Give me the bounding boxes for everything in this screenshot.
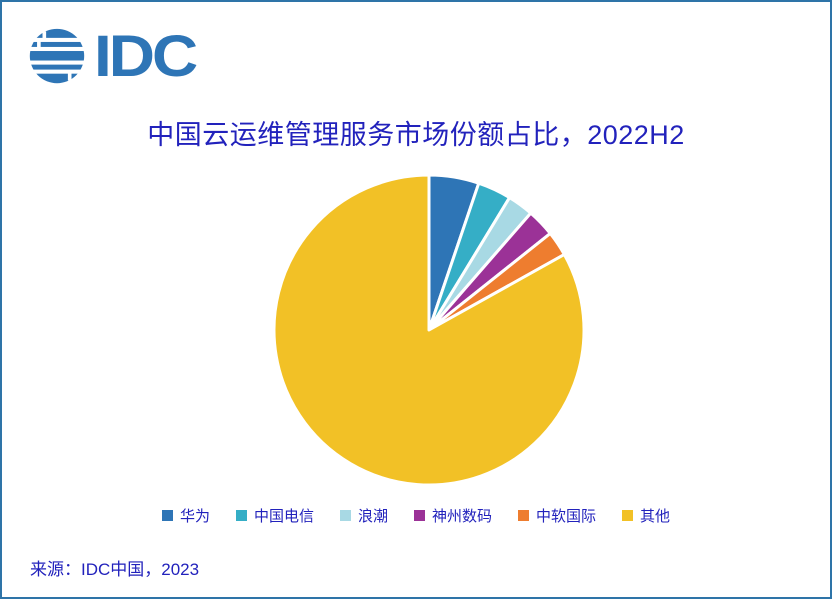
legend-label: 神州数码 [432,508,493,525]
legend: 华为 中国电信 浪潮 神州数码 中软国际 其他 [0,505,832,526]
source-note: 来源：IDC中国，2023 [30,560,200,579]
legend-swatch-icon [339,510,351,521]
pie-chart [272,173,586,487]
idc-logo-text: IDC [94,22,198,90]
legend-item: 中软国际 [518,505,596,526]
legend-item: 浪潮 [339,505,388,526]
chart-area [259,160,599,500]
legend-label: 其他 [640,508,671,525]
chart-title: 中国云运维管理服务市场份额占比，2022H2 [147,120,685,150]
legend-swatch-icon [161,510,173,521]
legend-item: 其他 [622,505,670,526]
idc-logo: IDC [28,22,198,90]
legend-label: 浪潮 [357,508,388,525]
legend-label: 中软国际 [536,508,597,525]
legend-item: 中国电信 [235,505,314,526]
pie-slice-其他 [272,173,586,487]
legend-swatch-icon [622,510,634,521]
legend-swatch-icon [518,510,530,521]
idc-globe-icon [28,28,86,84]
legend-item: 华为 [161,505,210,526]
legend-label: 华为 [179,508,210,525]
legend-swatch-icon [235,510,247,521]
legend-item: 神州数码 [414,505,492,526]
legend-swatch-icon [414,510,425,521]
legend-label: 中国电信 [253,508,314,525]
